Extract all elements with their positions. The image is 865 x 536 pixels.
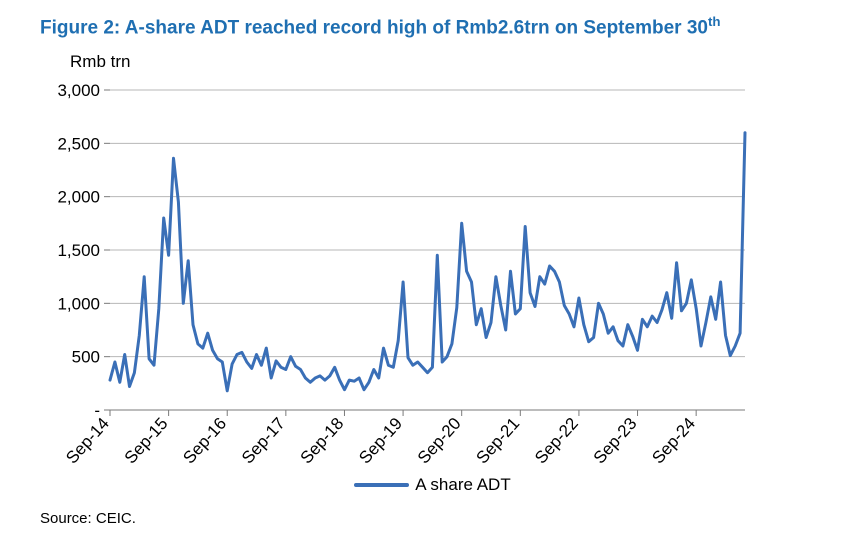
svg-text:Sep-20: Sep-20 bbox=[414, 414, 465, 467]
svg-text:2,500: 2,500 bbox=[57, 134, 100, 153]
chart-title-suffix: th bbox=[708, 14, 721, 29]
svg-text:Sep-15: Sep-15 bbox=[121, 414, 172, 467]
svg-text:Sep-18: Sep-18 bbox=[297, 414, 348, 467]
svg-text:500: 500 bbox=[72, 348, 100, 367]
svg-text:Sep-24: Sep-24 bbox=[648, 414, 699, 467]
source-text: Source: CEIC. bbox=[40, 510, 136, 527]
svg-text:2,000: 2,000 bbox=[57, 188, 100, 207]
chart-title-text: Figure 2: A-share ADT reached record hig… bbox=[40, 17, 708, 38]
svg-text:Sep-22: Sep-22 bbox=[531, 414, 582, 467]
chart-title: Figure 2: A-share ADT reached record hig… bbox=[40, 14, 721, 39]
line-chart: -5001,0001,5002,0002,5003,000Sep-14Sep-1… bbox=[40, 80, 825, 480]
legend-swatch bbox=[354, 483, 409, 487]
svg-text:Sep-16: Sep-16 bbox=[179, 414, 230, 467]
y-axis-label: Rmb trn bbox=[70, 52, 130, 72]
svg-text:Sep-17: Sep-17 bbox=[238, 414, 289, 467]
svg-text:Sep-14: Sep-14 bbox=[62, 414, 113, 467]
svg-text:Sep-21: Sep-21 bbox=[472, 414, 523, 467]
svg-text:1,500: 1,500 bbox=[57, 241, 100, 260]
chart-area: -5001,0001,5002,0002,5003,000Sep-14Sep-1… bbox=[40, 80, 825, 485]
svg-text:Sep-23: Sep-23 bbox=[590, 414, 641, 467]
svg-text:3,000: 3,000 bbox=[57, 81, 100, 100]
svg-text:Sep-19: Sep-19 bbox=[355, 414, 406, 467]
legend-label: A share ADT bbox=[415, 475, 510, 495]
svg-text:1,000: 1,000 bbox=[57, 294, 100, 313]
legend: A share ADT bbox=[0, 475, 865, 495]
